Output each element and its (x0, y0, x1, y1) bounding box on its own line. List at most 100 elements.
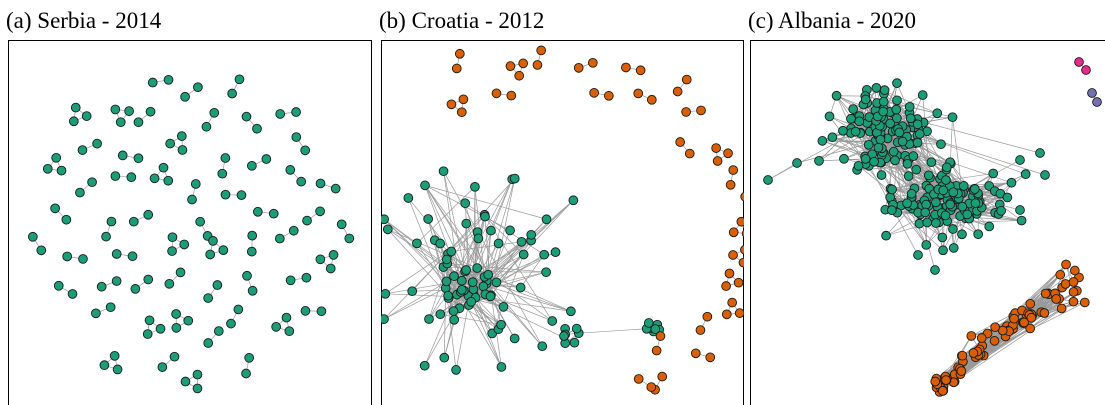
node (165, 138, 175, 149)
node (518, 249, 529, 260)
edge (416, 186, 476, 244)
node (886, 205, 897, 216)
node (1060, 279, 1071, 289)
node (467, 277, 478, 287)
node (70, 102, 81, 113)
node (723, 148, 733, 159)
node (167, 246, 177, 256)
edge (440, 313, 502, 326)
node (291, 132, 302, 142)
node (1002, 192, 1013, 203)
node (871, 83, 882, 93)
node (888, 146, 899, 157)
node (439, 352, 450, 363)
node (526, 229, 537, 240)
node (725, 179, 736, 190)
node (180, 91, 190, 102)
node (1016, 215, 1027, 226)
node (879, 85, 890, 96)
node (869, 156, 879, 167)
node (192, 369, 203, 380)
node (922, 217, 933, 228)
node (1019, 317, 1029, 328)
node (566, 29, 575, 38)
node (569, 337, 580, 348)
node (301, 272, 312, 283)
node (947, 112, 958, 123)
edge (578, 328, 647, 334)
edge (484, 216, 553, 322)
node (931, 197, 941, 208)
node (1092, 97, 1102, 107)
node (68, 116, 79, 127)
node (904, 101, 915, 112)
node (242, 270, 252, 281)
node (491, 277, 502, 288)
node (536, 45, 547, 56)
edge (383, 287, 446, 320)
node (672, 86, 683, 97)
node (897, 136, 908, 147)
node (96, 281, 107, 292)
node (75, 187, 85, 198)
node (336, 219, 347, 230)
node (966, 331, 977, 341)
node (712, 156, 723, 166)
edge (465, 238, 479, 271)
node (226, 318, 236, 329)
node (274, 233, 285, 244)
node (53, 280, 64, 291)
node (926, 157, 937, 168)
node (142, 329, 153, 339)
node (147, 77, 158, 88)
node (878, 96, 889, 107)
edge (484, 216, 524, 255)
node (945, 199, 955, 210)
node (876, 170, 887, 180)
edge (468, 295, 502, 368)
node (62, 251, 73, 262)
edge (767, 162, 798, 181)
node (568, 195, 579, 206)
node (814, 155, 824, 166)
edge (751, 198, 758, 209)
node (905, 113, 916, 124)
node (873, 142, 884, 153)
edge (427, 218, 447, 289)
node (721, 281, 731, 291)
node (741, 229, 744, 238)
node (860, 94, 871, 105)
node (419, 360, 430, 371)
node (587, 57, 598, 68)
node (537, 341, 548, 352)
node (1009, 313, 1019, 324)
node (1081, 65, 1091, 75)
edge (490, 178, 516, 296)
node (451, 63, 462, 74)
edge (408, 197, 467, 271)
node (496, 362, 507, 372)
node (403, 193, 414, 203)
node (962, 209, 973, 220)
node (911, 164, 922, 175)
node (754, 193, 763, 202)
node (193, 82, 203, 93)
node (472, 263, 483, 273)
node (681, 74, 692, 85)
node (155, 323, 166, 334)
node (328, 250, 339, 260)
node (838, 125, 848, 136)
node (458, 94, 469, 105)
node (913, 250, 923, 260)
node (970, 184, 980, 194)
node (957, 229, 967, 240)
node (738, 257, 744, 268)
node (890, 155, 900, 166)
node (1006, 177, 1017, 188)
node (483, 269, 494, 280)
node (831, 90, 842, 101)
node (827, 132, 838, 143)
node (325, 263, 336, 274)
node (241, 111, 252, 122)
edge (486, 219, 547, 281)
